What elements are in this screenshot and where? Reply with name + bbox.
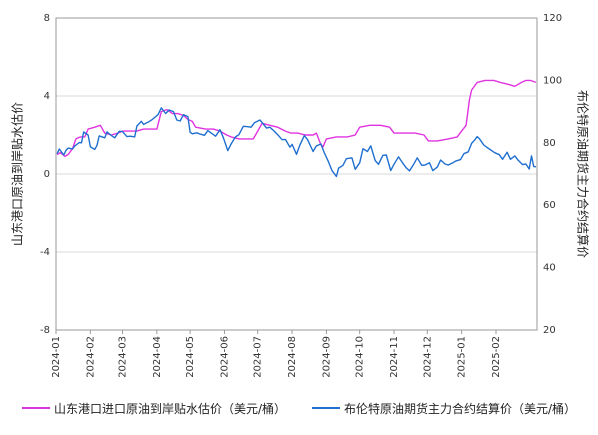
left-axis-ticks: 8 4 0 -4 -8 (40, 13, 50, 336)
legend-label-shandong: 山东港口进口原油到岸贴水估价（美元/桶） (53, 401, 286, 416)
right-axis-ticks: 120 100 80 60 40 20 (543, 13, 562, 336)
right-tick-label: 20 (543, 325, 556, 336)
x-tick-label: 2024-08 (287, 336, 298, 378)
left-tick-label: 0 (44, 169, 50, 180)
left-axis-title: 山东港口原油到岸贴水估价 (11, 102, 25, 246)
legend: 山东港口进口原油到岸贴水估价（美元/桶） 布伦特原油期货主力合约结算价（美元/桶… (0, 398, 598, 418)
x-tick-label: 2025-01 (457, 336, 468, 378)
x-tick-label: 2024-02 (85, 336, 96, 378)
right-tick-label: 60 (543, 200, 556, 211)
x-tick-label: 2024-06 (219, 336, 230, 378)
x-tick-label: 2024-10 (355, 336, 366, 378)
right-tick-label: 40 (543, 263, 556, 274)
legend-item-shandong: 山东港口进口原油到岸贴水估价（美元/桶） (21, 400, 286, 417)
series-line-shandong (56, 79, 537, 158)
gridlines (56, 17, 537, 331)
legend-swatch-shandong (21, 407, 50, 409)
right-tick-label: 120 (543, 13, 562, 24)
x-tick-label: 2024-01 (51, 336, 62, 378)
series-lines (56, 79, 537, 178)
plot-border (55, 17, 538, 331)
left-tick-label: -4 (40, 247, 50, 258)
x-axis-ticks: 2024-01 2024-02 2024-03 2024-04 2024-05 2024-… (51, 330, 502, 378)
right-tick-label: 100 (543, 75, 562, 86)
legend-swatch-brent (312, 407, 340, 409)
left-tick-label: 8 (44, 13, 50, 24)
x-tick-label: 2025-02 (491, 336, 502, 378)
left-tick-label: -8 (40, 325, 50, 336)
legend-label-brent: 布伦特原油期货主力合约结算价（美元/桶） (344, 401, 577, 416)
x-tick-label: 2024-12 (422, 336, 433, 378)
x-tick-label: 2024-04 (152, 336, 163, 378)
x-tick-label: 2024-07 (253, 336, 264, 378)
right-axis-title: 布伦特原油期货主力合约结算价 (576, 90, 591, 258)
x-tick-label: 2024-03 (117, 336, 128, 378)
x-tick-label: 2024-09 (321, 336, 332, 378)
x-tick-label: 2024-05 (185, 336, 196, 378)
series-line-brent (56, 107, 536, 178)
right-tick-label: 80 (543, 138, 556, 149)
left-tick-label: 4 (44, 91, 50, 102)
legend-item-brent: 布伦特原油期货主力合约结算价（美元/桶） (312, 400, 576, 417)
x-tick-label: 2024-11 (389, 336, 400, 378)
